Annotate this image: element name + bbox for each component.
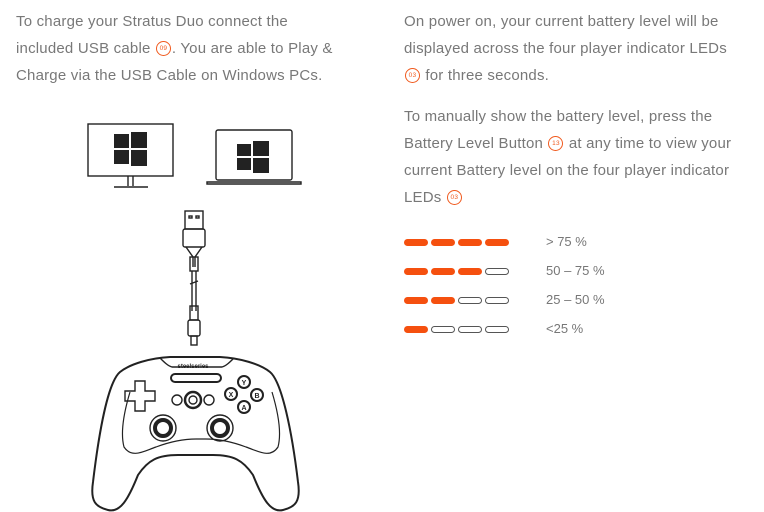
usb-cable-icon bbox=[182, 210, 206, 346]
text-line: 03 for three seconds. bbox=[404, 62, 764, 89]
player-indicator-leds bbox=[404, 296, 514, 306]
power-on-battery-text: On power on, your current battery level … bbox=[404, 8, 764, 89]
led-lit bbox=[404, 326, 428, 333]
battery-level-label: 50 – 75 % bbox=[546, 263, 605, 278]
led-unlit bbox=[485, 297, 509, 304]
button-label: A bbox=[241, 405, 246, 412]
callout-badge: 03 bbox=[446, 189, 462, 205]
player-indicator-leds bbox=[404, 238, 514, 248]
button-label: Y bbox=[242, 380, 247, 387]
battery-level-label: <25 % bbox=[546, 321, 584, 336]
text-line: Charge via the USB Cable on Windows PCs. bbox=[16, 67, 323, 84]
battery-level-label: > 75 % bbox=[546, 234, 587, 249]
charging-instructions: To charge your Stratus Duo connect the i… bbox=[16, 8, 386, 89]
callout-badge: 13 bbox=[548, 135, 564, 151]
button-label: X bbox=[229, 392, 234, 399]
brand-logo: steelseries bbox=[177, 364, 209, 370]
led-unlit bbox=[458, 297, 482, 304]
player-indicator-leds bbox=[404, 325, 514, 335]
manual-battery-text: To manually show the battery level, pres… bbox=[404, 103, 764, 211]
text-line: included USB cable 09. You are able to P… bbox=[16, 40, 333, 57]
text-line: displayed across the four player indicat… bbox=[404, 40, 727, 57]
text-line: On power on, your current battery level … bbox=[404, 13, 719, 30]
led-unlit bbox=[458, 326, 482, 333]
callout-badge: 09 bbox=[155, 40, 171, 56]
led-unlit bbox=[431, 326, 455, 333]
text-line: current Battery level on the four player… bbox=[404, 162, 730, 179]
text-line: To manually show the battery level, pres… bbox=[404, 108, 713, 125]
button-label: B bbox=[254, 393, 259, 400]
text-line: To charge your Stratus Duo connect the bbox=[16, 13, 288, 30]
led-lit bbox=[485, 239, 509, 246]
text-line: LEDs 03 bbox=[404, 184, 764, 211]
callout-badge: 03 bbox=[405, 67, 420, 83]
led-lit bbox=[404, 297, 428, 304]
led-lit bbox=[404, 268, 428, 275]
controller-icon: steelseries Y X B A bbox=[91, 356, 300, 512]
led-lit bbox=[431, 239, 455, 246]
battery-level-label: 25 – 50 % bbox=[546, 292, 605, 307]
windows-laptop-icon bbox=[206, 129, 302, 185]
led-unlit bbox=[485, 326, 509, 333]
led-lit bbox=[431, 268, 455, 275]
player-indicator-leds bbox=[404, 267, 514, 277]
led-lit bbox=[458, 268, 482, 275]
led-lit bbox=[404, 239, 428, 246]
led-lit bbox=[431, 297, 455, 304]
led-unlit bbox=[485, 268, 509, 275]
led-lit bbox=[458, 239, 482, 246]
text-line: Battery Level Button 13 at any time to v… bbox=[404, 135, 732, 152]
windows-monitor-icon bbox=[87, 123, 174, 188]
